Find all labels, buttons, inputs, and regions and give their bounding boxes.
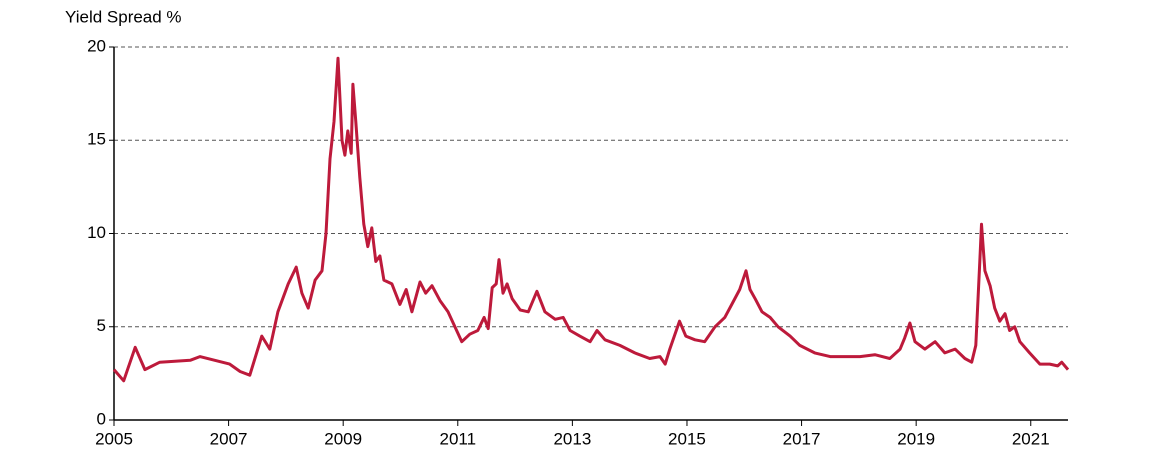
x-tick-label: 2005	[95, 429, 133, 448]
y-tick-label: 20	[87, 36, 106, 55]
y-axis-label: Yield Spread %	[65, 7, 182, 26]
x-tick-label: 2015	[668, 429, 706, 448]
y-tick-label: 5	[97, 316, 106, 335]
line-series	[112, 56, 1070, 383]
x-tick-label: 2013	[553, 429, 591, 448]
x-tick-label: 2017	[783, 429, 821, 448]
x-tick-label: 2019	[897, 429, 935, 448]
x-tick-label: 2021	[1012, 429, 1050, 448]
x-tick-label: 2009	[324, 429, 362, 448]
x-tick-label: 2007	[210, 429, 248, 448]
x-tick-label: 2011	[440, 429, 477, 448]
y-tick-label: 10	[87, 223, 106, 242]
y-tick-label: 0	[97, 409, 106, 428]
y-tick-label: 15	[87, 130, 106, 149]
